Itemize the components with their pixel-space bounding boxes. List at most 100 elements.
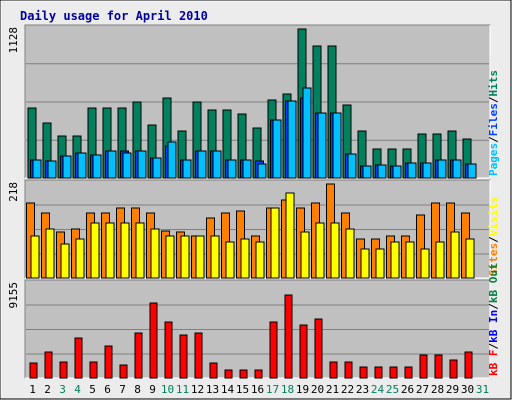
bar-pages-day-18 [287,100,297,179]
bar-kb-f-day-24 [374,366,383,379]
panel-middle: 218 Sites/Visits [7,179,500,279]
bar-pages-day-19 [302,87,312,179]
bar-pages-day-12 [197,150,207,179]
bar-pages-day-15 [242,159,252,179]
legend-item: kB Out [487,263,500,303]
bar-visits-day-22 [345,228,355,279]
bar-kb-f-day-14 [224,369,233,379]
day-label-1: 1 [29,383,36,396]
bar-kb-f-day-4 [74,337,83,379]
legend-item: Hits [487,70,500,97]
day-label-30: 30 [461,383,474,396]
bar-kb-f-day-5 [89,361,98,379]
bar-kb-f-day-25 [389,366,398,379]
chart-panels: 1128Pages/Files/Hits218Sites/Visits9155k… [7,24,500,379]
bar-kb-f-day-19 [299,324,308,379]
day-label-19: 19 [296,383,309,396]
bar-pages-day-7 [122,152,132,179]
day-label-12: 12 [191,383,204,396]
day-label-13: 13 [206,383,219,396]
bar-kb-f-day-1 [29,362,38,379]
bar-pages-day-20 [317,112,327,179]
bar-pages-day-9 [152,157,162,179]
bar-pages-day-2 [47,160,57,179]
bar-pages-day-6 [107,150,117,179]
bar-kb-f-day-22 [344,361,353,379]
bar-visits-day-18 [285,192,295,279]
legend-item: / [487,96,500,103]
bar-pages-day-22 [347,153,357,179]
legend-item: kB F [487,350,500,377]
legend-top: Pages/Files/Hits [487,70,500,176]
bar-kb-f-day-20 [314,318,323,379]
bar-visits-day-16 [255,241,265,279]
bar-visits-day-29 [450,231,460,279]
bar-pages-day-26 [407,162,417,179]
bar-visits-day-1 [30,235,40,279]
day-label-8: 8 [134,383,141,396]
day-label-3: 3 [59,383,66,396]
bar-pages-day-28 [437,159,447,179]
bar-visits-day-12 [195,235,205,279]
bar-pages-day-1 [32,159,42,179]
legend-item: Files [487,103,500,136]
day-label-17: 17 [266,383,279,396]
legend-item: kB In [487,310,500,343]
bar-visits-day-20 [315,222,325,279]
chart-title: Daily usage for April 2010 [20,9,208,23]
legend-item: Sites [487,243,500,276]
legend-bottom: kB F/kB In/kB Out [487,263,500,376]
bar-kb-f-day-29 [449,359,458,379]
day-label-10: 10 [161,383,174,396]
bar-pages-day-30 [467,163,477,179]
bar-visits-day-25 [390,241,400,279]
bar-pages-day-24 [377,164,387,179]
day-label-14: 14 [221,383,235,396]
legend-middle: Sites/Visits [487,197,500,277]
legend-item: Pages [487,143,500,176]
day-label-4: 4 [74,383,81,396]
bar-visits-day-24 [375,248,385,279]
bar-visits-day-7 [120,222,130,279]
bar-visits-day-5 [90,222,100,279]
day-label-11: 11 [176,383,189,396]
bar-pages-day-13 [212,150,222,179]
day-label-2: 2 [44,383,51,396]
bar-kb-f-day-28 [434,354,443,379]
bar-visits-day-26 [405,241,415,279]
bar-kb-f-day-13 [209,362,218,379]
bar-pages-day-23 [362,165,372,179]
legend-item: / [487,236,500,243]
bar-visits-day-6 [105,222,115,279]
bar-pages-day-16 [257,163,267,179]
day-label-6: 6 [104,383,111,396]
bar-visits-day-15 [240,238,250,279]
y-axis-max-label: 9155 [7,282,20,309]
day-label-5: 5 [89,383,96,396]
bar-visits-day-3 [60,243,70,279]
day-label-24: 24 [371,383,385,396]
bar-visits-day-28 [435,241,445,279]
bar-visits-day-4 [75,238,85,279]
day-axis: 1 2 3 4 5 6 7 8 9 10 11 12 13 14 15 16 17 18 19 20 21 22 23 24 2… [29,383,489,396]
legend-item: / [487,303,500,310]
bar-kb-f-day-18 [284,294,293,379]
bar-kb-f-day-7 [119,364,128,379]
day-label-22: 22 [341,383,354,396]
bar-pages-day-10 [167,141,177,179]
day-label-29: 29 [446,383,459,396]
bar-visits-day-14 [225,241,235,279]
bar-visits-day-8 [135,222,145,279]
bar-visits-day-27 [420,248,430,279]
day-label-7: 7 [119,383,126,396]
y-axis-max-label: 218 [7,182,20,202]
day-label-15: 15 [236,383,249,396]
bar-pages-day-17 [272,119,282,179]
day-label-18: 18 [281,383,294,396]
bar-kb-f-day-2 [44,351,53,379]
day-label-27: 27 [416,383,429,396]
bar-pages-day-4 [77,152,87,179]
bar-pages-day-29 [452,159,462,179]
